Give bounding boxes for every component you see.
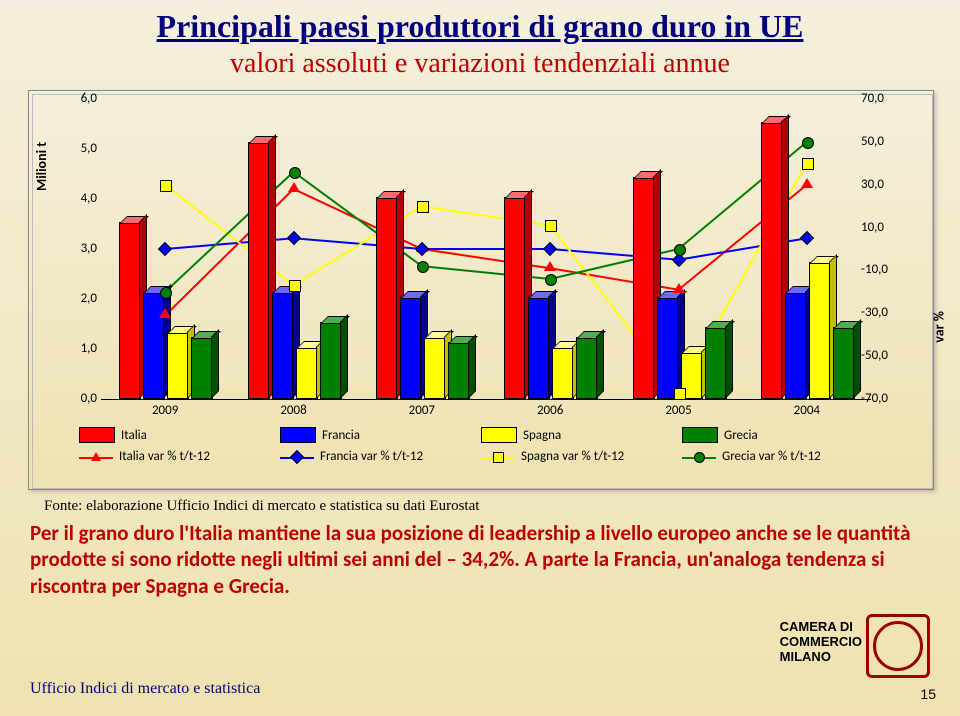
- bar-grecia: [320, 318, 346, 399]
- y1-tick: 0,0: [69, 391, 97, 406]
- body-text: Per il grano duro l'Italia mantiene la s…: [30, 520, 930, 599]
- bar-italia: [119, 218, 145, 399]
- marker-francia_var: [800, 231, 814, 245]
- x-category: 2005: [649, 403, 709, 418]
- bar-francia: [272, 288, 298, 399]
- marker-spagna_var: [802, 158, 814, 170]
- legend-item: Italia var % t/t-12: [79, 449, 280, 464]
- y2-tick: -50,0: [861, 348, 895, 363]
- x-category: 2009: [135, 403, 195, 418]
- bar-francia: [657, 293, 683, 399]
- marker-francia_var: [158, 242, 172, 256]
- legend-item: Spagna var % t/t-12: [481, 449, 682, 464]
- legend-label: Italia: [121, 428, 147, 443]
- marker-spagna_var: [160, 180, 172, 192]
- legend-item: Italia: [79, 427, 280, 443]
- slide: Principali paesi produttori di grano dur…: [0, 0, 960, 716]
- marker-grecia_var: [417, 261, 429, 273]
- y1-tick: 2,0: [69, 291, 97, 306]
- bar-spagna: [167, 328, 193, 399]
- logo-camera-commercio: CAMERA DI COMMERCIO MILANO: [720, 614, 930, 680]
- y1-tick: 4,0: [69, 191, 97, 206]
- legend-label: Francia: [322, 428, 360, 443]
- y1-tick: 6,0: [69, 91, 97, 106]
- marker-spagna_var: [289, 280, 301, 292]
- bar-francia: [528, 293, 554, 399]
- logo-line1: CAMERA DI: [780, 620, 862, 635]
- bar-grecia: [705, 323, 731, 399]
- marker-francia_var: [286, 231, 300, 245]
- y2-tick: 10,0: [861, 220, 895, 235]
- marker-italia_var: [288, 182, 300, 192]
- slide-title: Principali paesi produttori di grano dur…: [0, 8, 960, 45]
- marker-grecia_var: [160, 287, 172, 299]
- logo-icon: [866, 614, 930, 678]
- bar-spagna: [296, 343, 322, 399]
- slide-subtitle: valori assoluti e variazioni tendenziali…: [0, 48, 960, 80]
- legend-label: Spagna var % t/t-12: [521, 449, 624, 464]
- legend-item: Grecia: [682, 427, 883, 443]
- logo-line2: COMMERCIO: [780, 635, 862, 650]
- marker-francia_var: [543, 242, 557, 256]
- y2-tick: -10,0: [861, 262, 895, 277]
- bar-grecia: [576, 333, 602, 399]
- marker-italia_var: [544, 261, 556, 271]
- bar-spagna: [552, 343, 578, 399]
- bar-italia: [504, 193, 530, 399]
- marker-italia_var: [159, 308, 171, 318]
- legend-item: Francia var % t/t-12: [280, 449, 481, 464]
- x-category: 2004: [777, 403, 837, 418]
- plot-area: [101, 99, 871, 400]
- x-category: 2006: [520, 403, 580, 418]
- bar-francia: [400, 293, 426, 399]
- chart-legend: Italia Francia Spagna Grecia Italia var % t/…: [79, 427, 883, 464]
- bar-grecia: [448, 338, 474, 399]
- marker-italia_var: [801, 178, 813, 188]
- chart-container: Milioni t var % ItaliaFranciaSpagnaGreci…: [28, 90, 934, 490]
- legend-label: Italia var % t/t-12: [119, 449, 210, 464]
- x-category: 2007: [392, 403, 452, 418]
- bar-francia: [143, 288, 169, 399]
- marker-grecia_var: [674, 244, 686, 256]
- legend-label: Francia var % t/t-12: [320, 449, 423, 464]
- bar-spagna: [809, 258, 835, 399]
- legend-item: Spagna: [481, 427, 682, 443]
- legend-label: Grecia: [724, 428, 758, 443]
- y2-axis-label: var %: [931, 311, 948, 343]
- y1-tick: 1,0: [69, 341, 97, 356]
- legend-item: Francia: [280, 427, 481, 443]
- footer-text: Ufficio Indici di mercato e statistica: [30, 680, 260, 698]
- x-category: 2008: [264, 403, 324, 418]
- bar-italia: [248, 138, 274, 399]
- logo-line3: MILANO: [780, 650, 862, 665]
- bar-francia: [785, 288, 811, 399]
- bar-spagna: [424, 333, 450, 399]
- marker-grecia_var: [545, 274, 557, 286]
- marker-grecia_var: [802, 137, 814, 149]
- y1-tick: 3,0: [69, 241, 97, 256]
- y2-tick: 30,0: [861, 177, 895, 192]
- marker-grecia_var: [289, 167, 301, 179]
- y2-tick: -70,0: [861, 391, 895, 406]
- y2-tick: 70,0: [861, 91, 895, 106]
- legend-label: Spagna: [523, 428, 561, 443]
- legend-item: Grecia var % t/t-12: [682, 449, 883, 464]
- marker-spagna_var: [417, 201, 429, 213]
- bar-italia: [761, 118, 787, 399]
- marker-italia_var: [673, 283, 685, 293]
- y2-tick: -30,0: [861, 305, 895, 320]
- bar-grecia: [191, 333, 217, 399]
- y2-tick: 50,0: [861, 134, 895, 149]
- bar-italia: [376, 193, 402, 399]
- page-number: 15: [920, 686, 936, 702]
- bar-italia: [633, 173, 659, 399]
- source-text: Fonte: elaborazione Ufficio Indici di me…: [44, 498, 479, 515]
- marker-spagna_var: [674, 388, 686, 400]
- bar-grecia: [833, 323, 859, 399]
- y1-tick: 5,0: [69, 141, 97, 156]
- y1-axis-label: Milioni t: [33, 142, 50, 191]
- legend-label: Grecia var % t/t-12: [722, 449, 821, 464]
- marker-spagna_var: [545, 220, 557, 232]
